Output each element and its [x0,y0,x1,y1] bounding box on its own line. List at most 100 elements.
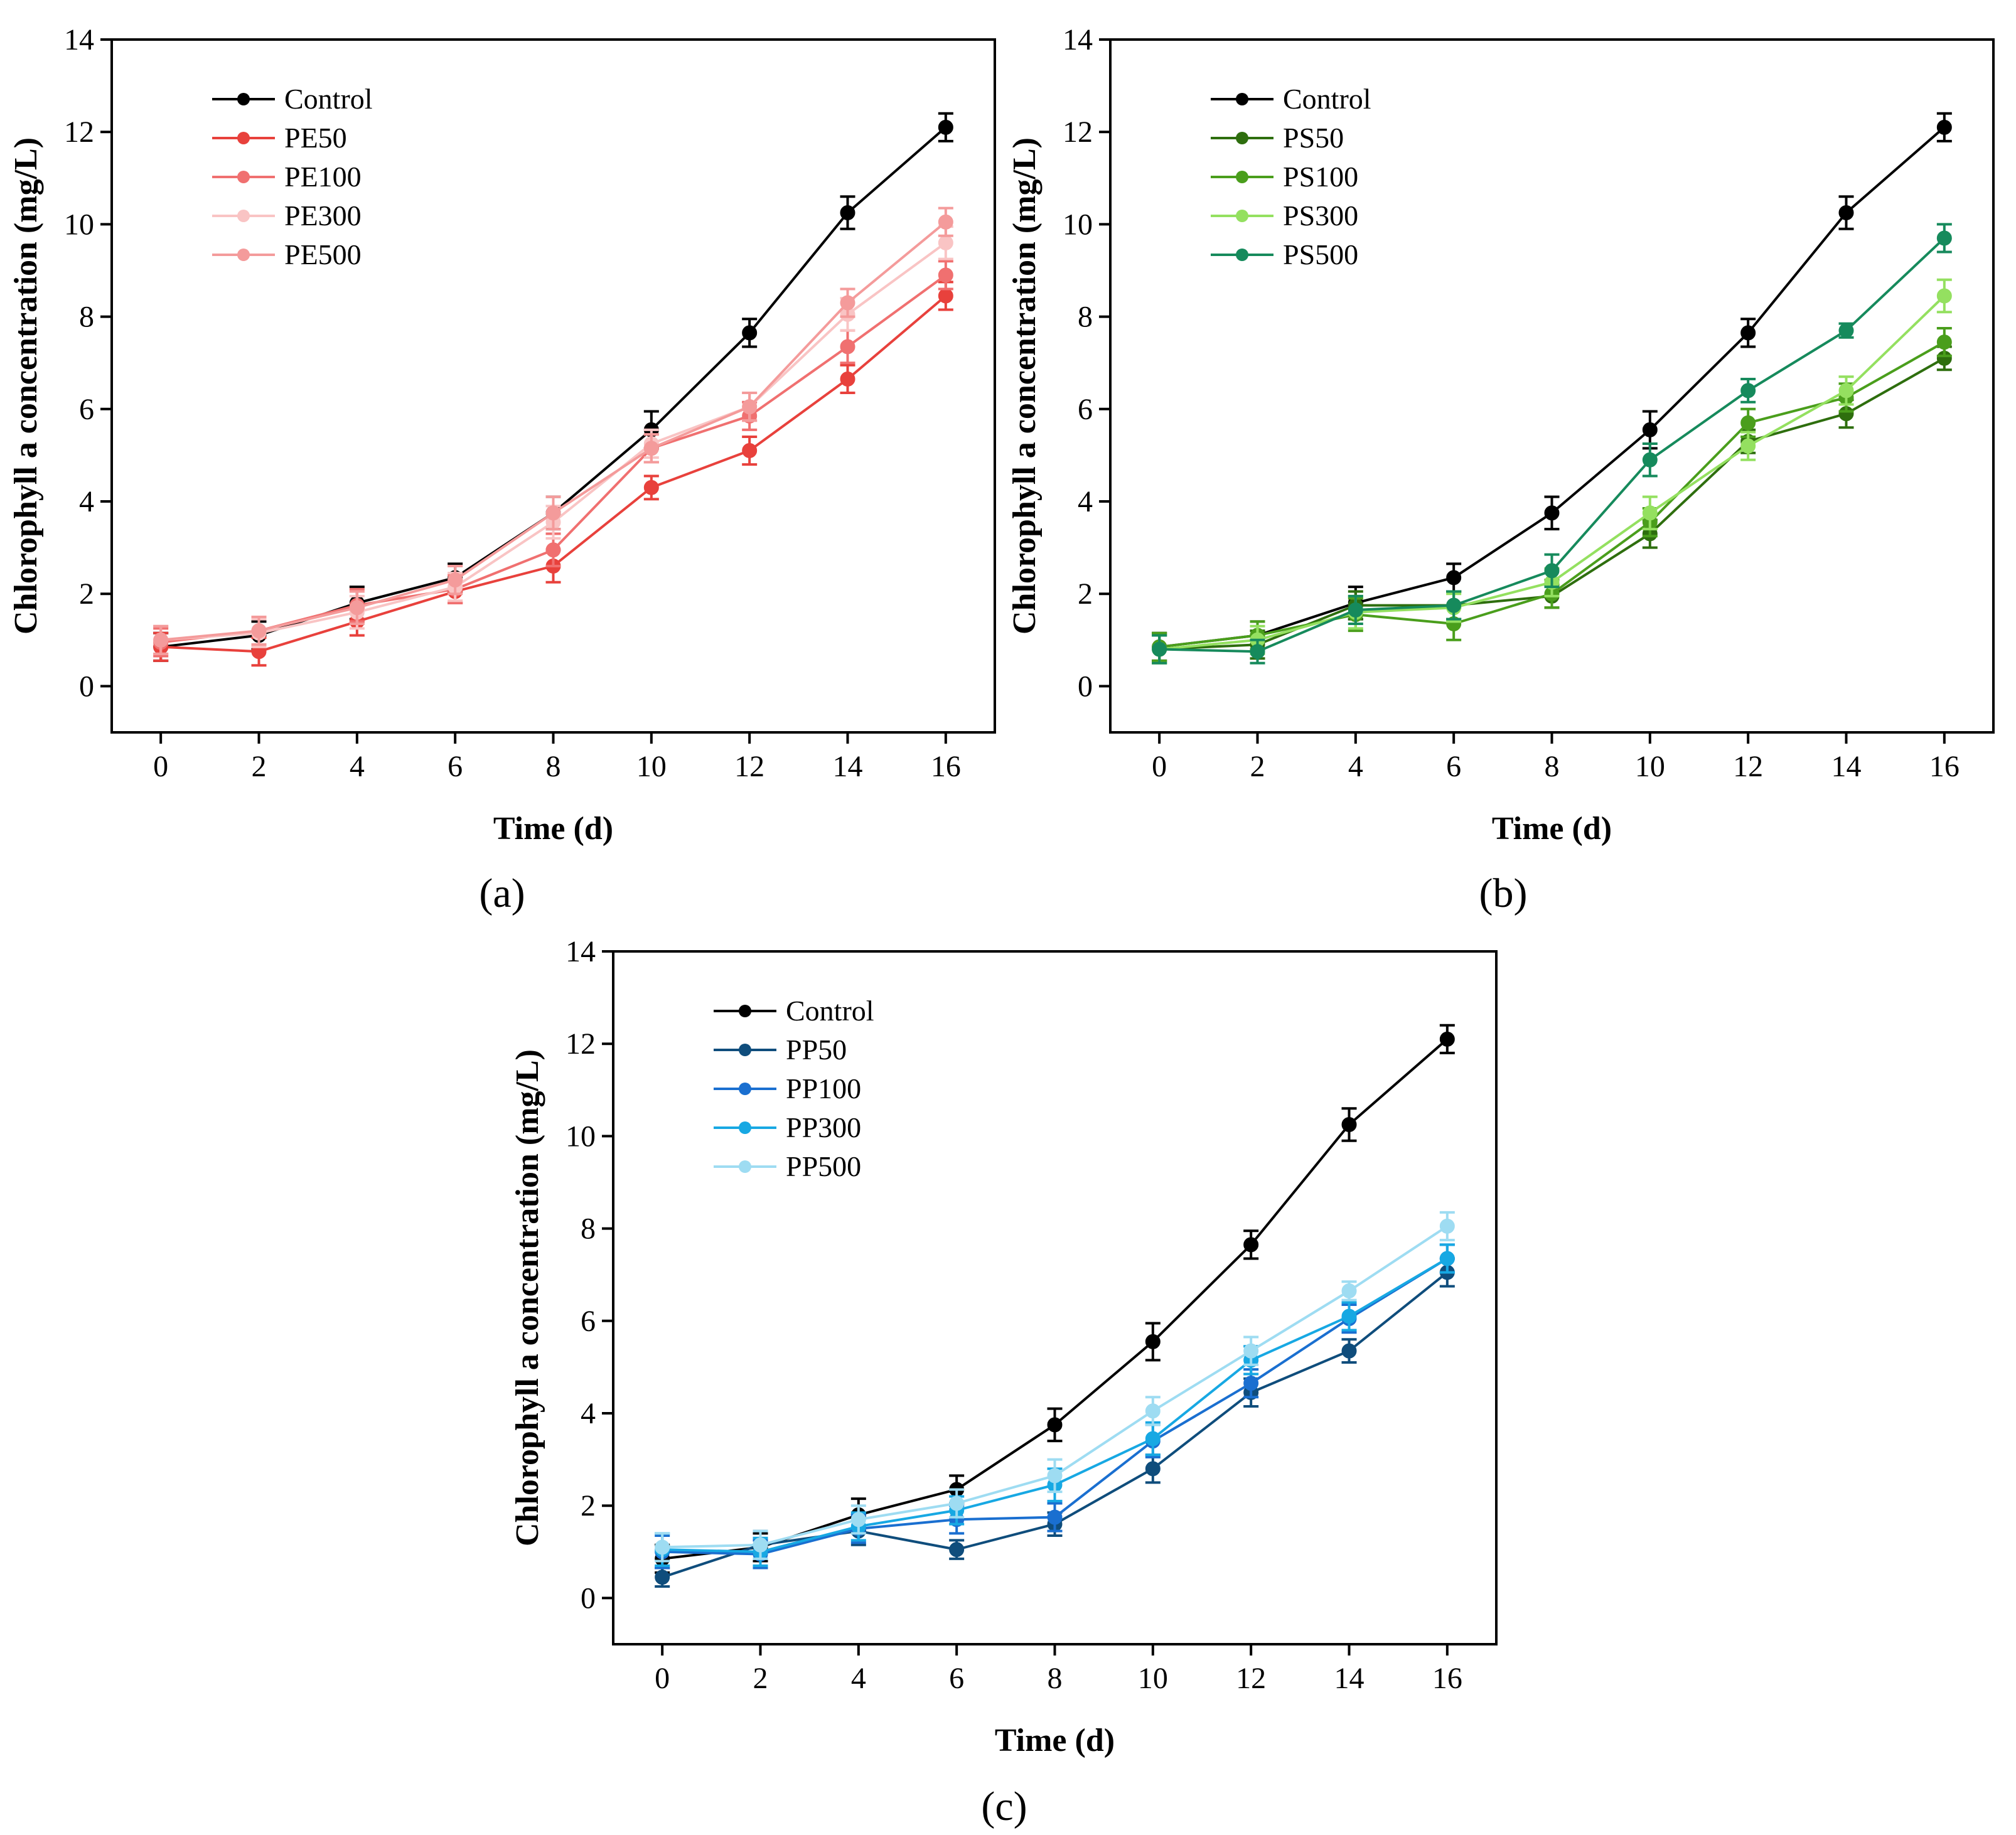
data-point [938,267,953,283]
data-point [840,295,855,311]
data-point [1047,1509,1063,1525]
y-tick-label: 6 [1078,393,1093,426]
panel-label-b: (b) [1479,870,1528,916]
data-point [1936,288,1952,304]
data-point [1243,1237,1259,1253]
data-point [1243,1376,1259,1391]
legend-label: PP50 [786,1034,847,1066]
legend-swatch-marker [739,1121,751,1134]
legend-swatch-marker [237,171,250,183]
data-point [949,1542,965,1558]
x-axis-title: Time (d) [995,1723,1115,1758]
panel-label-c: (c) [981,1784,1027,1829]
data-point [1838,205,1854,220]
data-point [1047,1417,1063,1433]
data-point [1936,230,1952,246]
x-tick-label: 10 [1635,750,1665,783]
x-tick-label: 4 [851,1662,866,1695]
legend-label: Control [786,995,874,1027]
legend-label: PS500 [1283,238,1358,270]
y-tick-label: 14 [566,935,596,968]
data-point [1145,1403,1161,1419]
data-point [1838,383,1854,399]
data-point [1243,1343,1259,1359]
x-tick-label: 12 [1733,750,1763,783]
y-tick-label: 12 [64,115,94,149]
x-tick-label: 6 [1446,750,1461,783]
series-line [160,274,946,644]
legend: Control PE50 PE100 PE300 PE500 [212,83,373,270]
data-point [840,339,855,355]
data-point [1740,325,1756,341]
legend-label: PS300 [1283,200,1358,232]
data-point [1642,422,1658,437]
data-point [850,1512,866,1527]
data-point [1439,1218,1455,1234]
legend-swatch-marker [1236,249,1248,261]
x-tick-label: 14 [1831,750,1862,783]
data-point [1348,602,1363,618]
legend-swatch-marker [739,1160,751,1173]
legend: Control PP50 PP100 PP300 PP500 [714,995,874,1182]
data-point [1439,1251,1455,1266]
data-point [1446,597,1462,613]
data-point [1642,505,1658,521]
panel-label-a: (a) [479,870,525,916]
legend-swatch-marker [237,132,250,144]
x-tick-label: 2 [1250,750,1265,783]
y-axis-title: Chlorophyll a concentration (mg/L) [8,137,44,634]
legend-label: PP100 [786,1073,861,1105]
legend-label: Control [1283,83,1371,115]
chart-panel-c: 0 2 4 6 8 10 12 14 0 2 4 6 8 10 12 14 16 Time (d) Chloroph… [510,935,1498,1758]
legend-label: PE50 [284,122,347,154]
data-point [545,505,561,521]
x-tick-label: 4 [1348,750,1363,783]
series-ps100 [1152,327,1952,662]
data-point [938,214,953,230]
data-point [753,1537,768,1553]
x-tick-label: 14 [1334,1662,1365,1695]
x-tick-label: 0 [1152,750,1167,783]
data-point [655,1539,670,1555]
data-point [1740,415,1756,431]
legend-label: PE500 [284,238,362,270]
data-point [643,441,659,456]
x-tick-label: 12 [734,750,764,783]
x-tick-label: 16 [1929,750,1960,783]
data-point [938,288,953,304]
y-tick-label: 8 [79,301,94,334]
legend-swatch-marker [237,93,250,105]
x-tick-label: 2 [753,1662,768,1695]
legend-swatch-marker [739,1083,751,1095]
y-tick-label: 8 [581,1212,596,1246]
y-tick-label: 0 [1078,670,1093,703]
series-pe500 [153,206,953,655]
data-point [1145,1334,1161,1349]
series-pe100 [153,260,953,658]
y-tick-label: 4 [79,485,94,518]
data-point [349,600,365,616]
x-tick-label: 2 [252,750,267,783]
data-point [840,371,855,387]
data-point [949,1495,965,1511]
x-tick-label: 8 [1048,1662,1063,1695]
legend-label: Control [284,83,373,115]
legend-swatch-marker [739,1005,751,1017]
series-pe300 [153,225,953,655]
data-point [655,1570,670,1585]
data-point [742,443,758,459]
y-tick-label: 4 [1078,485,1093,518]
x-tick-label: 14 [833,750,863,783]
y-tick-label: 12 [566,1027,596,1061]
y-tick-label: 12 [1063,115,1093,149]
data-point [1544,563,1560,579]
data-point [938,235,953,250]
x-tick-label: 10 [1138,1662,1168,1695]
legend-swatch-marker [1236,132,1248,144]
x-tick-label: 12 [1236,1662,1266,1695]
x-axis-title: Time (d) [1492,811,1612,847]
legend-label: PE300 [284,200,362,232]
legend-label: PS50 [1283,122,1344,154]
data-point [1341,1117,1357,1132]
